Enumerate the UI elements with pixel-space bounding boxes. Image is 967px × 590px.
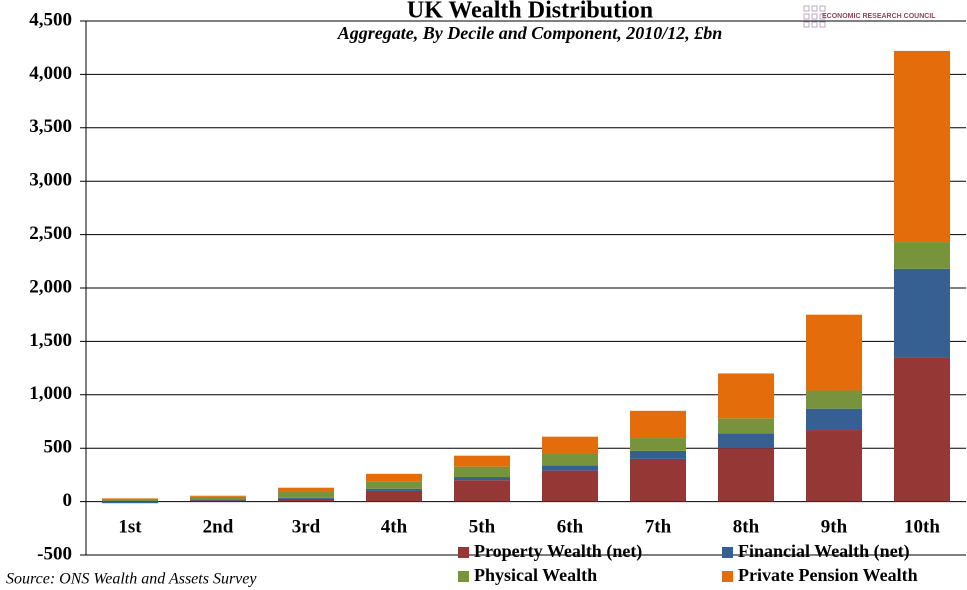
legend-label: Physical Wealth	[474, 565, 597, 585]
bar-segment	[278, 491, 334, 498]
x-tick-label: 2nd	[203, 516, 234, 537]
y-tick-label: 3,000	[29, 170, 72, 191]
x-tick-label: 9th	[821, 516, 848, 537]
bar-segment	[278, 498, 334, 502]
bar-segment	[278, 497, 334, 499]
bar-segment	[630, 458, 686, 502]
bar-segment	[718, 433, 774, 449]
bar-segment	[278, 487, 334, 492]
source-note: Source: ONS Wealth and Assets Survey	[6, 571, 257, 588]
x-tick-label: 5th	[469, 516, 496, 537]
legend-label: Financial Wealth (net)	[738, 541, 910, 562]
x-tick-label: 4th	[381, 516, 408, 537]
bar-segment	[542, 436, 598, 454]
y-tick-label: -500	[37, 543, 72, 564]
legend-swatch	[722, 571, 733, 582]
bar-segment	[894, 357, 950, 502]
bar-segment	[806, 408, 862, 431]
y-tick-label: 1,000	[29, 383, 72, 404]
y-tick-label: 2,500	[29, 223, 72, 244]
bar-segment	[542, 465, 598, 471]
bar-segment	[718, 448, 774, 502]
bar-segment	[630, 410, 686, 439]
x-tick-label: 6th	[557, 516, 584, 537]
y-tick-label: 3,500	[29, 116, 72, 137]
bar-segment	[718, 373, 774, 419]
chart-subtitle: Aggregate, By Decile and Component, 2010…	[337, 23, 723, 43]
logo-text: ECONOMIC RESEARCH COUNCIL	[822, 13, 936, 20]
legend-label: Property Wealth (net)	[474, 541, 642, 562]
bar-segment	[190, 499, 246, 501]
bar-segment	[190, 500, 246, 502]
legend-swatch	[722, 547, 733, 558]
bar-segment	[102, 501, 158, 504]
bar-segment	[102, 499, 158, 502]
bar-segment	[542, 453, 598, 466]
y-tick-label: 1,500	[29, 330, 72, 351]
legend-swatch	[458, 571, 469, 582]
chart-title: UK Wealth Distribution	[407, 0, 653, 24]
legend-label: Private Pension Wealth	[738, 565, 918, 585]
bar-segment	[366, 481, 422, 489]
logo	[803, 5, 826, 28]
y-tick-label: 0	[63, 490, 73, 511]
bar-segment	[806, 430, 862, 502]
bar-segment	[806, 314, 862, 391]
bar-segment	[718, 418, 774, 434]
bar-segment	[454, 455, 510, 467]
bar-segment	[190, 496, 246, 500]
y-tick-label: 500	[44, 437, 73, 458]
bar-segment	[454, 466, 510, 478]
legend-swatch	[458, 547, 469, 558]
bar-segment	[102, 501, 158, 502]
bar-segment	[894, 50, 950, 243]
bar-segment	[366, 473, 422, 482]
bar-segment	[542, 470, 598, 502]
bar-segment	[190, 495, 246, 497]
bar-segment	[366, 488, 422, 491]
bar-segment	[894, 242, 950, 269]
y-tick-label: 2,000	[29, 276, 72, 297]
x-tick-label: 8th	[733, 516, 760, 537]
bar-segment	[894, 268, 950, 358]
bar-segment	[454, 477, 510, 481]
bar-segment	[102, 498, 158, 500]
bar-segment	[806, 390, 862, 409]
bar-segment	[630, 450, 686, 459]
x-tick-label: 1st	[118, 516, 142, 537]
bar-segment	[630, 438, 686, 451]
y-tick-label: 4,000	[29, 63, 72, 84]
bar-segment	[366, 490, 422, 502]
x-tick-label: 10th	[904, 516, 940, 537]
x-tick-label: 3rd	[292, 516, 321, 537]
x-tick-label: 7th	[645, 516, 672, 537]
bar-segment	[454, 480, 510, 502]
y-tick-label: 4,500	[29, 9, 72, 30]
